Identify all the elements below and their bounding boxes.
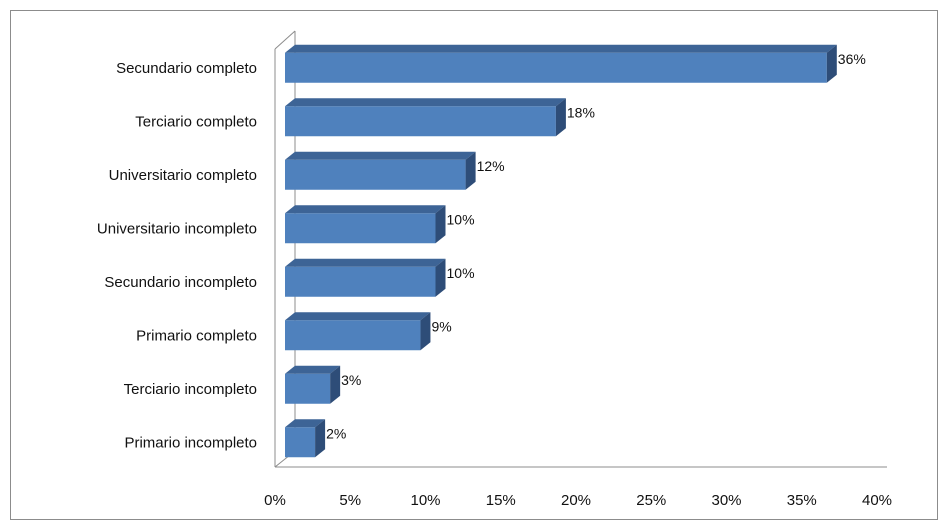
- bar-top-face: [285, 312, 431, 321]
- data-label: 18%: [567, 104, 595, 120]
- x-tick-label: 15%: [486, 492, 516, 509]
- bar-side-face: [435, 205, 446, 244]
- y-axis-top-edge: [274, 30, 296, 50]
- category-label: Terciario incompleto: [124, 381, 257, 398]
- x-tick-label: 25%: [636, 492, 666, 509]
- bar: [285, 427, 316, 458]
- bar: [285, 106, 556, 137]
- category-label: Terciario completo: [135, 113, 257, 130]
- bar-top-face: [285, 98, 566, 107]
- bar-top-face: [285, 258, 446, 267]
- category-label: Universitario completo: [109, 167, 257, 184]
- category-label: Primario completo: [136, 327, 257, 344]
- bar-side-face: [315, 419, 326, 458]
- x-tick-label: 40%: [862, 492, 892, 509]
- bar-top-face: [285, 365, 341, 374]
- bar-top-face: [285, 205, 446, 214]
- data-label: 10%: [447, 211, 475, 227]
- data-label: 10%: [447, 265, 475, 281]
- bar-side-face: [555, 98, 566, 137]
- x-tick-label: 20%: [561, 492, 591, 509]
- bar-side-face: [465, 151, 476, 190]
- data-label: 9%: [431, 318, 451, 334]
- bar: [285, 52, 827, 83]
- bar-top-face: [285, 419, 326, 428]
- bar: [285, 320, 421, 351]
- bar: [285, 266, 436, 297]
- data-label: 3%: [341, 372, 361, 388]
- bar-top-face: [285, 44, 837, 53]
- bar-side-face: [435, 258, 446, 297]
- bar-side-face: [330, 365, 341, 404]
- category-label: Secundario completo: [116, 60, 257, 77]
- bar-chart: 0% 5% 10% 15% 20% 25% 30% 35% 40% Secundario comp…: [97, 30, 892, 509]
- category-label: Universitario incompleto: [97, 220, 257, 237]
- data-label: 12%: [477, 158, 505, 174]
- bar: [285, 159, 466, 190]
- bar-top-face: [285, 151, 476, 160]
- bar: [285, 213, 436, 244]
- x-tick-label: 35%: [787, 492, 817, 509]
- x-tick-label: 0%: [264, 492, 286, 509]
- x-tick-label: 30%: [711, 492, 741, 509]
- category-label: Secundario incompleto: [104, 274, 257, 291]
- x-tick-label: 5%: [339, 492, 361, 509]
- category-label: Primario incompleto: [124, 434, 257, 451]
- chart-frame: 0% 5% 10% 15% 20% 25% 30% 35% 40% Secundario comp…: [10, 10, 938, 520]
- data-label: 2%: [326, 425, 346, 441]
- bar-side-face: [420, 312, 431, 351]
- data-label: 36%: [838, 51, 866, 67]
- x-tick-label: 10%: [410, 492, 440, 509]
- bar: [285, 373, 331, 404]
- bar-side-face: [826, 44, 837, 83]
